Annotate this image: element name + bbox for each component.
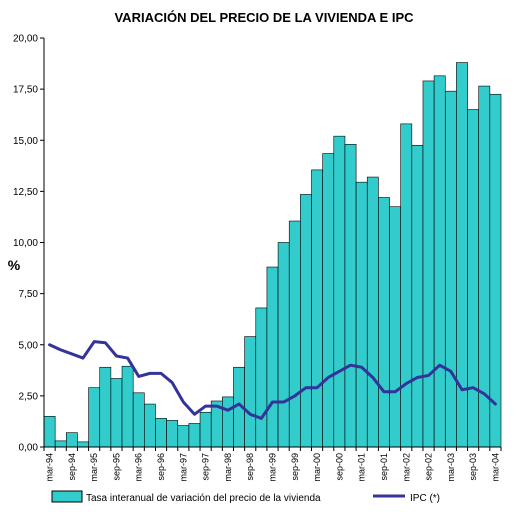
bar-jun-95 [99, 366, 112, 448]
bar-jun-94 [54, 440, 67, 448]
x-tick-label: mar-96 [134, 453, 144, 482]
x-ticks: mar-94 sep-94 mar-95 sep-95 mar-96 sep-96 mar-… [43, 447, 502, 482]
y-ticks: 0,00 2,50 5,00 7,50 10,00 12,50 15,00 17,50 20,0… [13, 34, 44, 454]
bar-mar-98 [222, 396, 234, 448]
y-tick-label: 15,00 [13, 136, 38, 147]
x-tick-label: sep-02 [424, 453, 434, 481]
bar-mar-95 [88, 387, 101, 448]
legend: Tasa interanual de variación del precio … [51, 490, 440, 504]
bar-dic-02 [433, 75, 446, 448]
bar-dic-95 [121, 365, 134, 448]
ipc-line [48, 340, 497, 420]
x-tick-label: mar-99 [268, 453, 278, 482]
bar-mar-94 [43, 416, 56, 448]
bar-sep-96 [155, 418, 167, 448]
bar-jun-97 [188, 423, 201, 448]
bar-mar-97 [177, 425, 190, 448]
bar-mar-99 [266, 266, 279, 448]
bar-sep-02 [422, 80, 435, 448]
x-tick-label: sep-00 [334, 453, 344, 481]
x-tick-label: sep-99 [290, 453, 300, 481]
bar-mar-04 [489, 93, 502, 448]
y-tick-label: 7,50 [19, 289, 39, 300]
x-tick-label: mar-00 [312, 453, 322, 482]
x-tick-label: sep-95 [111, 453, 121, 481]
bar-sep-97 [199, 411, 212, 448]
x-tick-label: mar-04 [490, 453, 500, 482]
bar-sep-94 [65, 432, 78, 448]
bar-dic-94 [77, 441, 89, 448]
legend-label-line: IPC (*) [410, 493, 440, 504]
bar-jun-01 [366, 176, 379, 448]
x-tick-label: mar-95 [89, 453, 99, 482]
x-tick-label: sep-01 [379, 453, 389, 481]
y-tick-label: 2,50 [19, 391, 39, 402]
x-tick-label: mar-03 [446, 453, 456, 482]
x-tick-label: mar-94 [45, 453, 55, 482]
x-tick-label: sep-98 [245, 453, 255, 481]
legend-label-bar: Tasa interanual de variación del precio … [86, 493, 321, 504]
y-tick-label: 12,50 [13, 187, 38, 198]
bar-dic-01 [389, 206, 401, 448]
bar-sep-03 [467, 109, 480, 448]
bar-dic-00 [344, 144, 357, 448]
x-tick-label: mar-02 [401, 453, 411, 482]
bar-mar-96 [132, 392, 145, 448]
y-tick-label: 10,00 [13, 238, 38, 249]
bar-sep-00 [333, 135, 346, 448]
bar-mar-02 [400, 123, 413, 448]
bar-series [43, 62, 502, 448]
line-series [48, 340, 497, 420]
bar-sep-99 [288, 220, 301, 448]
x-tick-label: sep-03 [468, 453, 478, 481]
bar-sep-95 [110, 378, 123, 448]
y-tick-label: 0,00 [19, 443, 39, 454]
bar-jun-00 [322, 153, 335, 448]
y-axis-label: % [8, 257, 21, 273]
y-tick-label: 5,00 [19, 340, 39, 351]
x-tick-label: mar-01 [357, 453, 367, 482]
x-tick-label: sep-97 [201, 453, 211, 481]
bar-mar-00 [311, 169, 323, 448]
chart-title: VARIACIÓN DEL PRECIO DE LA VIVIENDA E IP… [114, 10, 414, 25]
x-tick-label: mar-98 [223, 453, 233, 482]
bar-jun-02 [411, 145, 424, 448]
y-tick-label: 20,00 [13, 34, 38, 45]
bar-dic-96 [166, 420, 179, 448]
x-tick-label: mar-97 [178, 453, 188, 482]
bar-jun-99 [277, 242, 290, 448]
bar-dic-98 [255, 307, 268, 448]
bar-sep-01 [378, 197, 390, 448]
legend-swatch-bar [51, 490, 83, 503]
bar-sep-98 [244, 336, 257, 448]
bar-jun-96 [144, 403, 156, 448]
bar-mar-03 [444, 90, 457, 448]
x-tick-label: sep-94 [67, 453, 77, 481]
bar-dic-99 [300, 194, 312, 448]
x-tick-label: sep-96 [156, 453, 166, 481]
bar-mar-01 [355, 181, 368, 448]
y-tick-label: 17,50 [13, 85, 38, 96]
